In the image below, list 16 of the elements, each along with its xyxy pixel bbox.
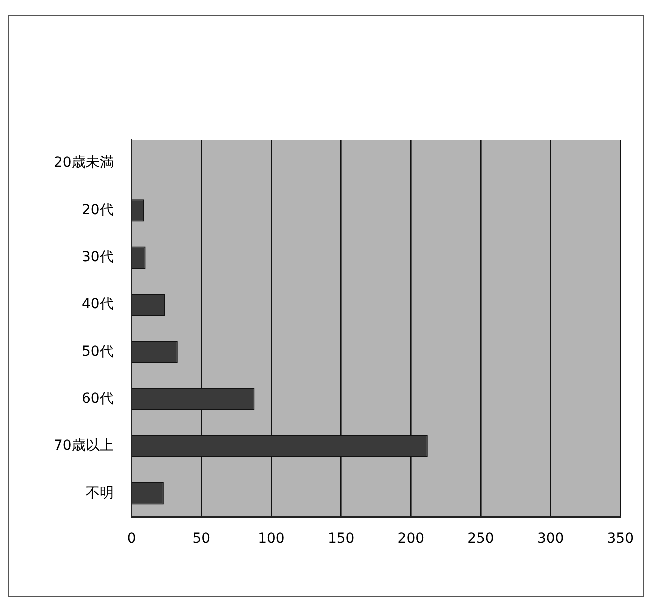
y-tick-label: 20代 — [82, 202, 114, 218]
x-tick-label: 50 — [192, 531, 211, 548]
x-tick-label: 200 — [398, 531, 425, 548]
x-tick-label: 0 — [127, 531, 136, 548]
x-tick-label: 250 — [468, 531, 494, 548]
x-tick-label: 300 — [537, 531, 564, 548]
x-tick-label: 150 — [328, 531, 355, 548]
y-tick-label: 30代 — [82, 250, 114, 266]
y-tick-label: 不明 — [86, 485, 114, 502]
x-tick-label: 100 — [258, 531, 285, 548]
y-tick-label: 70歳以上 — [54, 438, 114, 454]
y-tick-label: 50代 — [82, 344, 114, 360]
x-tick-label: 350 — [607, 531, 634, 548]
y-tick-label: 20歳未満 — [54, 155, 114, 172]
y-tick-label: 40代 — [82, 296, 114, 313]
y-tick-label: 60代 — [82, 390, 114, 407]
